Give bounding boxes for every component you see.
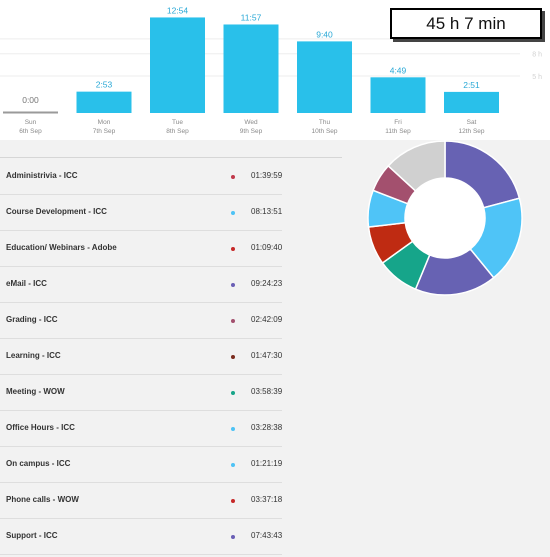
list-divider — [0, 157, 342, 158]
date-label: 9th Sep — [240, 128, 263, 135]
day-label: Sun — [25, 119, 37, 126]
bar-tue[interactable] — [150, 17, 205, 114]
donut-slice-1[interactable] — [469, 197, 523, 279]
bar-thu[interactable] — [297, 41, 352, 113]
color-dot-icon — [231, 463, 235, 467]
color-dot-icon — [231, 175, 235, 179]
activity-name: Course Development - ICC — [6, 207, 107, 216]
color-dot-icon — [231, 535, 235, 539]
donut-slice-0[interactable] — [444, 140, 521, 209]
bar-value-label: 0:00 — [22, 95, 39, 105]
activity-name: Phone calls - WOW — [6, 495, 79, 504]
bar-wed[interactable] — [223, 24, 279, 113]
activity-name: Education/ Webinars - Adobe — [6, 243, 117, 252]
list-item[interactable]: Phone calls - WOW 03:37:18 — [0, 483, 282, 519]
donut-hole — [405, 178, 485, 258]
donut-slice-3[interactable] — [381, 240, 431, 291]
activity-duration: 01:39:59 — [251, 171, 283, 180]
bar-sun[interactable] — [3, 111, 58, 114]
day-label: Sat — [467, 119, 477, 126]
list-item[interactable]: Meeting - WOW 03:58:39 — [0, 375, 282, 411]
date-label: 11th Sep — [385, 128, 411, 135]
list-item[interactable]: Office Hours - ICC 03:28:38 — [0, 411, 282, 447]
bar-fri[interactable] — [370, 77, 426, 113]
date-label: 8th Sep — [166, 128, 189, 135]
list-item[interactable]: Grading - ICC 02:42:09 — [0, 303, 282, 339]
activity-name: Support - ICC — [6, 531, 58, 540]
bar-mon[interactable] — [76, 91, 132, 113]
date-label: 12th Sep — [458, 128, 484, 135]
donut-slice-2[interactable] — [414, 247, 495, 296]
list-item[interactable]: Education/ Webinars - Adobe 01:09:40 — [0, 231, 282, 267]
activity-list: Administrivia - ICC 01:39:59 Course Develo… — [0, 159, 282, 555]
total-time-label: 45 h 7 min — [390, 8, 542, 39]
color-dot-icon — [231, 283, 235, 287]
bar-value-label: 9:40 — [316, 29, 333, 39]
color-dot-icon — [231, 211, 235, 215]
donut-slice-6[interactable] — [372, 164, 417, 205]
bar-value-label: 12:54 — [167, 5, 189, 15]
donut-slice-7[interactable] — [387, 140, 446, 192]
bar-sat[interactable] — [444, 91, 499, 113]
activity-duration: 01:21:19 — [251, 459, 283, 468]
list-item[interactable]: Administrivia - ICC 01:39:59 — [0, 159, 282, 195]
y-tick-label: 5 h — [532, 74, 542, 81]
activity-duration: 03:28:38 — [251, 423, 283, 432]
list-item[interactable]: Course Development - ICC 08:13:51 — [0, 195, 282, 231]
color-dot-icon — [231, 391, 235, 395]
date-label: 7th Sep — [93, 128, 116, 135]
activity-name: Administrivia - ICC — [6, 171, 78, 180]
list-item[interactable]: On campus - ICC 01:21:19 — [0, 447, 282, 483]
list-item[interactable]: eMail - ICC 09:24:23 — [0, 267, 282, 303]
bar-value-label: 11:57 — [241, 12, 262, 22]
bar-chart-svg: 10 h 8 h 5 h 0:00 Sun 6th Sep 2:53 Mon 7th Sep 12… — [0, 5, 542, 135]
color-dot-icon — [231, 427, 235, 431]
donut-slice-5[interactable] — [367, 189, 409, 228]
color-dot-icon — [231, 355, 235, 359]
list-item[interactable]: Learning - ICC 01:47:30 — [0, 339, 282, 375]
day-label: Thu — [319, 119, 331, 126]
activity-name: Learning - ICC — [6, 351, 61, 360]
activity-duration: 07:43:43 — [251, 531, 283, 540]
activity-duration: 03:58:39 — [251, 387, 283, 396]
y-tick-label: 10 h — [528, 37, 542, 44]
color-dot-icon — [231, 499, 235, 503]
day-label: Mon — [98, 119, 111, 126]
activity-duration: 01:47:30 — [251, 351, 283, 360]
activity-duration: 09:24:23 — [251, 279, 283, 288]
activity-name: eMail - ICC — [6, 279, 47, 288]
activity-name: Grading - ICC — [6, 315, 58, 324]
activity-name: Office Hours - ICC — [6, 423, 75, 432]
day-label: Tue — [172, 119, 183, 126]
activity-duration: 03:37:18 — [251, 495, 283, 504]
date-label: 6th Sep — [19, 128, 42, 135]
activity-duration: 02:42:09 — [251, 315, 283, 324]
activity-name: On campus - ICC — [6, 459, 71, 468]
list-item[interactable]: Support - ICC 07:43:43 — [0, 519, 282, 555]
bar-value-label: 2:53 — [96, 80, 113, 90]
color-dot-icon — [231, 319, 235, 323]
color-dot-icon — [231, 247, 235, 251]
activity-duration: 08:13:51 — [251, 207, 283, 216]
donut-slice-4[interactable] — [367, 221, 414, 265]
bar-value-label: 2:51 — [463, 80, 480, 90]
activity-name: Meeting - WOW — [6, 387, 65, 396]
activity-duration: 01:09:40 — [251, 243, 283, 252]
date-label: 10th Sep — [311, 128, 337, 135]
bar-value-label: 4:49 — [390, 65, 407, 75]
day-label: Wed — [244, 119, 258, 126]
y-tick-label: 8 h — [532, 52, 542, 59]
day-label: Fri — [394, 119, 402, 126]
